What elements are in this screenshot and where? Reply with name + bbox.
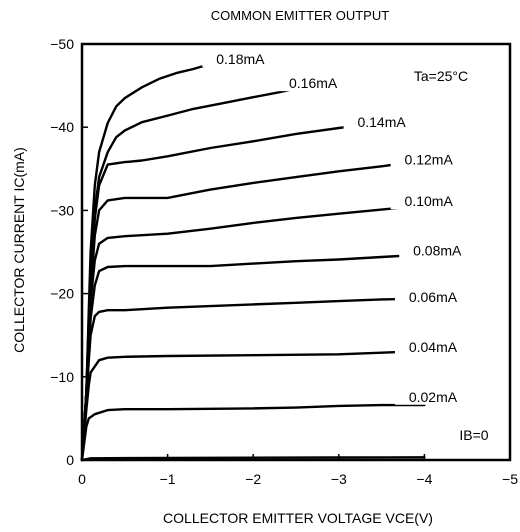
plot-frame [80, 42, 512, 462]
curve-label-0-08ma: 0.08mA [413, 242, 462, 258]
curve-label-background [390, 149, 467, 168]
y-tick-label: −50 [50, 36, 74, 52]
curve-ib-0-06ma [80, 297, 426, 462]
curve-label-0-14ma: 0.14mA [357, 114, 406, 130]
y-tick-label: −20 [50, 286, 74, 302]
curve-label-background [394, 286, 471, 305]
y-tick-label: −40 [50, 119, 74, 135]
curve-ib-zero [80, 456, 426, 462]
y-tick-label: −10 [50, 369, 74, 385]
x-tick-label: −1 [160, 471, 176, 487]
curve-label-background [343, 112, 420, 131]
curve-label-background [390, 191, 467, 210]
x-tick-label: −2 [245, 471, 261, 487]
curve-labels-layer: 0.18mA 0.16mA 0.14mA 0.12mA 0.10mA 0.08mA 0.06… [202, 48, 476, 405]
curve-label-0-02ma: 0.02mA [409, 389, 458, 405]
ib-zero-annotation: IB=0 [459, 427, 488, 443]
x-axis-title: COLLECTOR EMITTER VOLTAGE VCE(V) [163, 510, 433, 526]
curve-label-background [394, 386, 471, 405]
x-tick-label: −5 [502, 471, 518, 487]
x-tick-label: −3 [331, 471, 347, 487]
y-tick-label: −30 [50, 202, 74, 218]
curve-label-background [394, 336, 471, 355]
curve-ib-0-16ma [80, 85, 306, 462]
curve-label-background [202, 48, 279, 67]
curve-label-background [275, 73, 352, 92]
curve-label-0-10ma: 0.10mA [405, 193, 454, 209]
temperature-annotation: Ta=25°C [414, 68, 468, 84]
y-tick-label: 0 [66, 452, 74, 468]
curve-label-background [399, 240, 476, 259]
curve-ib-0-10ma [80, 204, 426, 462]
curve-ib-0-04ma [80, 349, 426, 462]
curve-label-0-04ma: 0.04mA [409, 339, 458, 355]
curve-label-0-12ma: 0.12mA [405, 152, 454, 168]
x-tick-label: 0 [78, 471, 86, 487]
axis-ticks-layer: 0 −1 −2 −3 −4 −50−10−20−30−40−50 [50, 36, 518, 487]
curve-ib-0-02ma [80, 403, 426, 462]
curves-layer [80, 56, 426, 462]
curve-label-0-06ma: 0.06mA [409, 289, 458, 305]
curve-label-0-16ma: 0.16mA [289, 75, 338, 91]
chart-title: COMMON EMITTER OUTPUT [211, 8, 389, 23]
curve-label-0-18ma: 0.18mA [216, 51, 265, 67]
y-axis-title: COLLECTOR CURRENT IC(mA) [11, 147, 27, 353]
x-tick-label: −4 [416, 471, 432, 487]
